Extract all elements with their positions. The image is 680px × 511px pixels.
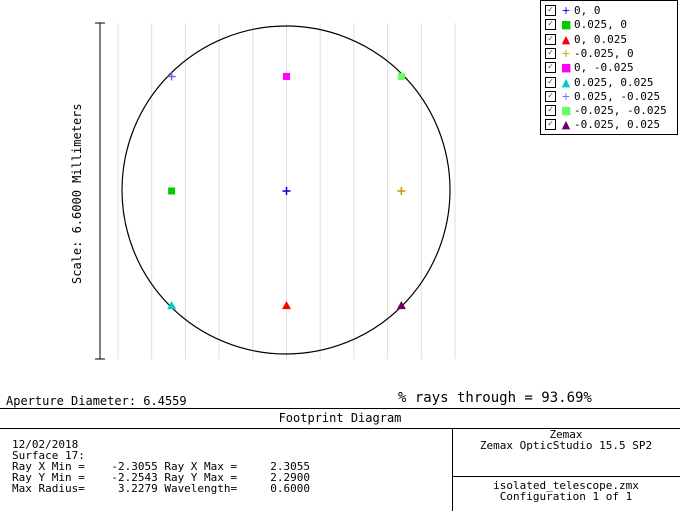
ray-point-plus (282, 187, 291, 195)
checkbox-icon[interactable]: ✓ (545, 105, 556, 117)
ray-point-triangle (167, 301, 177, 310)
field-legend: ✓ +0, 0 ✓ ■ 0.025, 0 ✓ ▲ 0, 0.025 ✓ + -0.025, 0 ✓ ■ 0… (540, 0, 678, 135)
checkbox-icon[interactable]: ✓ (545, 5, 556, 16)
triangle-icon: ▲ (561, 75, 571, 89)
legend-label: -0.025, 0.025 (574, 118, 661, 132)
legend-label: -0.025, -0.025 (574, 104, 667, 118)
square-icon: ■ (561, 61, 572, 75)
footer-product: Zemax OpticStudio 15.5 SP2 (479, 439, 653, 452)
triangle-icon: ▲ (561, 32, 571, 46)
footer-divider (452, 476, 680, 477)
ray-point-plus (397, 187, 406, 195)
rays-through: % rays through = 93.69% (398, 390, 592, 406)
legend-label: 0.025, 0.025 (574, 75, 654, 89)
ray-footprints (167, 72, 406, 310)
footer-title: Footprint Diagram (0, 409, 680, 429)
footer-ray-x: Ray X Min = -2.3055 Ray X Max = 2.3055 (12, 460, 311, 473)
footer-max-radius: Max Radius= 3.2279 Wavelength= 0.6000 (12, 482, 311, 495)
legend-label: 0, -0.025 (574, 61, 634, 75)
checkbox-icon[interactable]: ✓ (545, 19, 556, 31)
checkbox-icon[interactable]: ✓ (545, 62, 556, 74)
plus-icon: + (561, 46, 571, 60)
square-icon: ■ (561, 104, 572, 118)
footer-date: 12/02/2018 (12, 438, 79, 451)
checkbox-icon[interactable]: ✓ (545, 33, 556, 45)
legend-label: 0, 0.025 (574, 32, 627, 46)
aperture-circle (121, 25, 451, 355)
scale-label: Scale: 6.6000 Millimeters (70, 103, 84, 284)
checkbox-icon[interactable]: ✓ (545, 90, 556, 102)
ray-point-plus (167, 72, 176, 81)
footer-configuration: Configuration 1 of 1 (499, 490, 633, 503)
ray-point-triangle (396, 301, 406, 310)
aperture-diameter: Aperture Diameter: 6.4559 (6, 394, 187, 408)
plus-icon: + (561, 89, 571, 103)
footer-panel: Footprint Diagram 12/02/2018 Surface 17:… (0, 408, 680, 511)
ray-point-square (168, 187, 176, 195)
checkbox-icon[interactable]: ✓ (545, 47, 556, 59)
plus-icon: + (561, 4, 571, 17)
footer-ray-y: Ray Y Min = -2.2543 Ray Y Max = 2.2900 (12, 471, 311, 484)
ray-point-triangle (282, 301, 291, 310)
triangle-icon: ▲ (561, 118, 571, 132)
footer-surface: Surface 17: (12, 449, 85, 462)
legend-label: 0, 0 (574, 4, 601, 17)
legend-label: 0.025, 0 (574, 18, 627, 32)
scale-bar (95, 22, 105, 360)
ray-point-square (283, 72, 290, 80)
footer-company: Zemax (549, 428, 583, 441)
footer-file: isolated_telescope.zmx (493, 479, 639, 492)
checkbox-icon[interactable]: ✓ (545, 119, 556, 131)
legend-label: -0.025, 0 (574, 46, 634, 60)
square-icon: ■ (561, 18, 572, 32)
ray-point-square (397, 72, 405, 80)
checkbox-icon[interactable]: ✓ (545, 76, 556, 88)
footer-divider (452, 429, 453, 511)
legend-label: 0.025, -0.025 (574, 89, 661, 103)
